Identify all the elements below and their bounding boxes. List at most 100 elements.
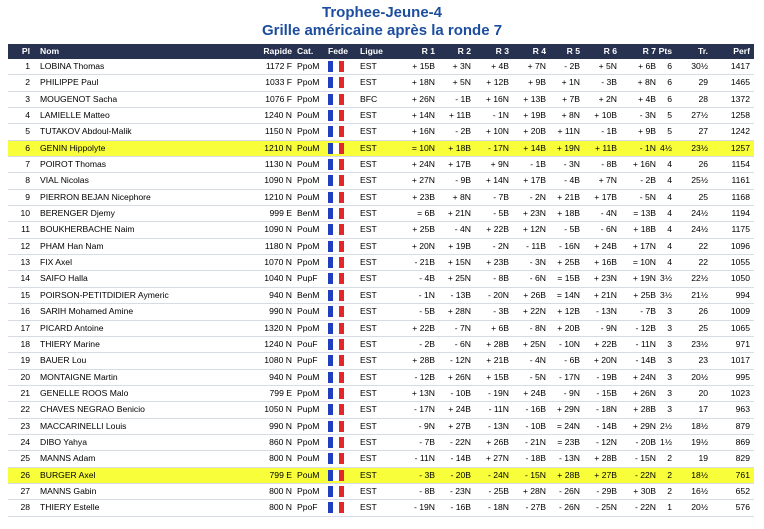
header-perf[interactable]: Perf [733,46,750,56]
cell-cat: PpoF [297,502,318,513]
cell-rapide: 940 N [269,289,292,300]
header-r4[interactable]: R 4 [532,46,546,56]
france-flag-icon [328,191,344,203]
cell-tr: 16½ [691,485,708,496]
cell-rapide: 1210 N [264,142,292,153]
page-subtitle: Grille américaine après la ronde 7 [261,22,503,39]
cell-nom[interactable]: BOUKHERBACHE Naim [40,224,135,235]
cell-nom[interactable]: CHAVES NEGRAO Benicio [40,404,145,415]
cell-tr: 20½ [691,502,708,513]
header-r7[interactable]: R 7 [642,46,656,56]
france-flag-icon [328,436,344,448]
cell-r5: = 24N [556,420,580,431]
header-r2[interactable]: R 2 [457,46,471,56]
cell-rapide: 990 N [269,306,292,317]
cell-nom[interactable]: MACCARINELLI Louis [40,420,127,431]
cell-pts: 4 [667,159,672,170]
cell-pts: 4 [667,240,672,251]
cell-r2: - 7N [454,322,471,333]
cell-nom[interactable]: MONTAIGNE Martin [40,371,118,382]
cell-nom[interactable]: SAIFO Halla [40,273,88,284]
header-r3[interactable]: R 3 [495,46,509,56]
cell-r4: - 2N [529,191,546,202]
cell-ligue: EST [360,485,377,496]
cell-cat: PupF [297,273,318,284]
cell-nom[interactable]: DIBO Yahya [40,436,87,447]
cell-r2: - 6N [454,338,471,349]
header-rapide[interactable]: Rapide [263,46,292,56]
cell-pts: 3 [667,322,672,333]
cell-r4: + 24B [523,387,546,398]
france-flag-icon [328,273,344,285]
cell-cat: PpoM [297,61,320,71]
cell-nom[interactable]: PICARD Antoine [40,322,104,333]
header-r1[interactable]: R 1 [421,46,435,56]
cell-nom[interactable]: THIERY Estelle [40,502,100,513]
header-pl[interactable]: Pl [21,46,30,56]
france-flag-icon [328,61,344,72]
cell-pts: 5 [667,110,672,121]
cell-perf: 1096 [730,240,750,251]
cell-nom[interactable]: LAMIELLE Matteo [40,110,110,121]
cell-nom[interactable]: GENELLE ROOS Malo [40,387,129,398]
cell-nom[interactable]: SARIH Mohamed Amine [40,306,134,317]
cell-r3: + 9N [490,159,509,170]
cell-r6: + 7N [598,175,617,186]
cell-r5: - 17N [558,371,580,382]
cell-r3: + 4B [491,61,509,71]
cell-rapide: 1130 N [264,159,292,170]
cell-r5: + 25B [557,257,580,268]
cell-r6: + 16B [594,257,617,268]
header-tr[interactable]: Tr. [697,46,708,56]
cell-r5: - 4B [564,175,580,186]
cell-tr: 28 [698,93,708,104]
cell-perf: 971 [735,338,750,349]
cell-r5: + 8N [561,110,580,121]
cell-r5: + 28B [557,469,580,480]
france-flag-icon [328,371,344,383]
cell-r6: - 1B [601,126,617,137]
cell-nom[interactable]: MOUGENOT Sacha [40,93,118,104]
cell-ligue: EST [360,110,377,121]
cell-nom[interactable]: PHAM Han Nam [40,240,104,251]
cell-nom[interactable]: GENIN Hippolyte [40,142,106,153]
cell-nom[interactable]: MANNS Adam [40,453,96,464]
cell-pts: 3½ [660,273,672,284]
cell-r7: + 16N [632,159,656,170]
cell-nom[interactable]: BERENGER Djemy [40,208,115,219]
cell-nom[interactable]: BURGER Axel [40,469,96,480]
cell-nom[interactable]: PHILIPPE Paul [40,77,99,88]
cell-pts: 1 [667,502,672,513]
header-fede[interactable]: Fede [328,46,349,56]
cell-nom[interactable]: BAUER Lou [40,355,87,366]
cell-cat: PouM [297,469,320,480]
cell-pts: 3 [667,355,672,366]
cell-cat: PpoM [297,175,320,186]
cell-r5: - 5B [564,224,580,235]
cell-nom[interactable]: POIROT Thomas [40,159,107,170]
cell-rapide: 1180 N [264,240,292,251]
cell-r4: + 22N [522,306,546,317]
cell-nom[interactable]: TUTAKOV Abdoul-Malik [40,126,132,137]
header-cat[interactable]: Cat. [297,46,314,56]
cell-nom[interactable]: PIERRON BEJAN Nicephore [40,191,151,202]
cell-nom[interactable]: VIAL Nicolas [40,175,89,186]
header-nom[interactable]: Nom [40,46,60,56]
header-ligue[interactable]: Ligue [360,46,383,56]
cell-ligue: EST [360,224,377,235]
cell-ligue: EST [360,436,377,447]
cell-r5: + 20B [557,322,580,333]
cell-nom[interactable]: LOBINA Thomas [40,61,105,71]
header-r5[interactable]: R 5 [566,46,580,56]
cell-r5: + 18B [557,208,580,219]
header-pts[interactable]: Pts [658,46,672,56]
cell-nom[interactable]: MANNS Gabin [40,485,97,496]
cell-perf: 1168 [731,191,750,202]
cell-nom[interactable]: FIX Axel [40,257,72,268]
cell-nom[interactable]: POIRSON-PETITDIDIER Aymeric [40,289,169,300]
france-flag-icon [328,240,344,252]
cell-perf: 1161 [731,175,750,186]
cell-perf: 995 [735,371,750,382]
cell-nom[interactable]: THIERY Marine [40,338,100,349]
header-r6[interactable]: R 6 [603,46,617,56]
